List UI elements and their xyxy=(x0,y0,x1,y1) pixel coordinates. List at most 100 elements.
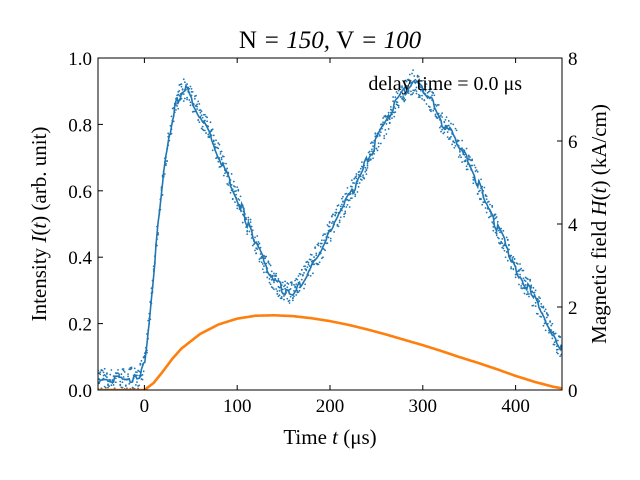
intensity-point xyxy=(354,176,357,179)
intensity-point xyxy=(103,385,106,388)
intensity-point xyxy=(303,271,305,274)
intensity-point xyxy=(312,272,314,275)
intensity-point xyxy=(492,229,495,232)
intensity-point xyxy=(355,173,358,175)
intensity-point xyxy=(385,133,388,135)
intensity-point xyxy=(139,364,142,366)
intensity-point xyxy=(136,371,138,374)
intensity-point xyxy=(117,372,119,375)
intensity-point xyxy=(328,221,331,224)
intensity-point xyxy=(489,203,491,206)
intensity-point xyxy=(544,329,547,332)
intensity-point xyxy=(206,120,209,123)
intensity-point xyxy=(196,108,199,110)
y-left-tick-label: 0.2 xyxy=(68,315,92,336)
intensity-point xyxy=(358,170,361,173)
intensity-point xyxy=(532,304,535,307)
intensity-point xyxy=(257,241,260,243)
intensity-point xyxy=(424,85,427,88)
intensity-point xyxy=(123,371,126,373)
intensity-point xyxy=(471,164,474,167)
intensity-point xyxy=(418,85,421,88)
intensity-point xyxy=(112,384,115,386)
intensity-point xyxy=(518,270,520,272)
intensity-point xyxy=(485,198,488,201)
intensity-point xyxy=(408,79,411,82)
intensity-point xyxy=(450,135,452,138)
intensity-point xyxy=(415,92,418,95)
intensity-point xyxy=(330,222,333,224)
intensity-point xyxy=(224,172,226,175)
intensity-point xyxy=(528,295,530,298)
intensity-point xyxy=(283,298,285,301)
intensity-point xyxy=(255,252,258,255)
intensity-point xyxy=(494,217,497,220)
intensity-point xyxy=(405,80,408,83)
intensity-point xyxy=(351,185,353,188)
intensity-point xyxy=(141,373,144,376)
intensity-point xyxy=(288,302,291,304)
intensity-point xyxy=(246,233,249,236)
intensity-point xyxy=(404,99,407,101)
intensity-point xyxy=(300,268,303,271)
intensity-point xyxy=(288,299,291,302)
intensity-point xyxy=(473,164,476,167)
intensity-point xyxy=(260,261,263,264)
intensity-point xyxy=(536,312,539,315)
intensity-point xyxy=(348,206,351,208)
chart-title-part: = 150, xyxy=(257,27,336,54)
intensity-point xyxy=(248,230,251,233)
y-right-tick-label: 6 xyxy=(568,132,578,153)
intensity-point xyxy=(108,385,111,388)
intensity-point xyxy=(506,239,509,241)
intensity-point xyxy=(136,381,138,384)
intensity-point xyxy=(342,195,344,198)
intensity-point xyxy=(346,203,349,206)
intensity-point xyxy=(368,150,371,153)
intensity-point xyxy=(199,109,202,111)
intensity-point xyxy=(543,322,546,325)
intensity-point xyxy=(291,299,294,302)
intensity-point xyxy=(543,310,546,313)
intensity-point xyxy=(510,254,513,257)
intensity-point xyxy=(300,278,303,281)
intensity-point xyxy=(398,86,401,89)
intensity-point xyxy=(122,369,125,372)
intensity-point xyxy=(177,93,180,96)
intensity-point xyxy=(366,162,369,165)
intensity-point xyxy=(226,175,229,178)
intensity-point xyxy=(490,215,492,217)
intensity-point xyxy=(413,75,416,77)
intensity-point xyxy=(369,158,372,161)
intensity-point xyxy=(166,160,168,163)
intensity-point xyxy=(417,75,420,78)
y-right-tick-label: 2 xyxy=(568,298,578,319)
intensity-point xyxy=(391,117,393,120)
intensity-point xyxy=(320,242,323,245)
intensity-point xyxy=(106,372,108,375)
intensity-point xyxy=(328,225,331,228)
intensity-point xyxy=(314,247,317,250)
intensity-point xyxy=(503,249,506,252)
y-left-tick-label: 0.0 xyxy=(68,381,92,402)
y-right-tick-label: 8 xyxy=(568,49,578,70)
intensity-point xyxy=(198,103,201,105)
intensity-point xyxy=(290,282,293,285)
intensity-point xyxy=(379,142,382,145)
intensity-point xyxy=(522,277,525,280)
x-axis-label-part: (μs) xyxy=(338,425,377,449)
x-axis-label-part: Time xyxy=(283,425,332,449)
intensity-point xyxy=(297,291,300,293)
intensity-point xyxy=(411,93,413,96)
intensity-point xyxy=(467,154,470,157)
intensity-point xyxy=(308,265,311,267)
intensity-point xyxy=(542,305,545,308)
intensity-point xyxy=(505,251,508,253)
intensity-point xyxy=(428,90,431,92)
intensity-point xyxy=(109,379,112,381)
intensity-point xyxy=(204,129,206,132)
intensity-point xyxy=(388,118,391,121)
intensity-point xyxy=(327,236,330,239)
intensity-point xyxy=(104,386,107,389)
